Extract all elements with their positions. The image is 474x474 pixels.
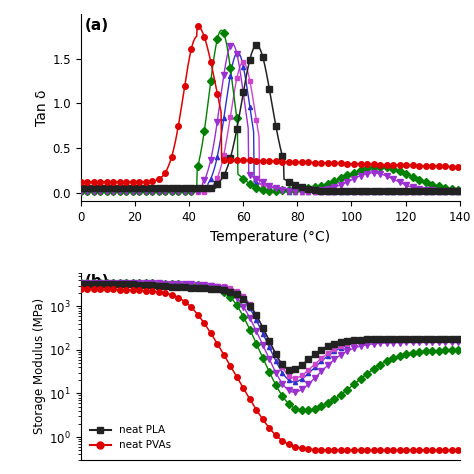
Y-axis label: Tan δ: Tan δ: [36, 90, 49, 126]
Y-axis label: Storage Modulus (MPa): Storage Modulus (MPa): [33, 298, 46, 434]
X-axis label: Temperature (°C): Temperature (°C): [210, 230, 330, 244]
Text: (b): (b): [84, 274, 109, 290]
Text: (a): (a): [84, 18, 109, 33]
Legend: neat PLA, neat PVAs: neat PLA, neat PVAs: [86, 421, 175, 455]
